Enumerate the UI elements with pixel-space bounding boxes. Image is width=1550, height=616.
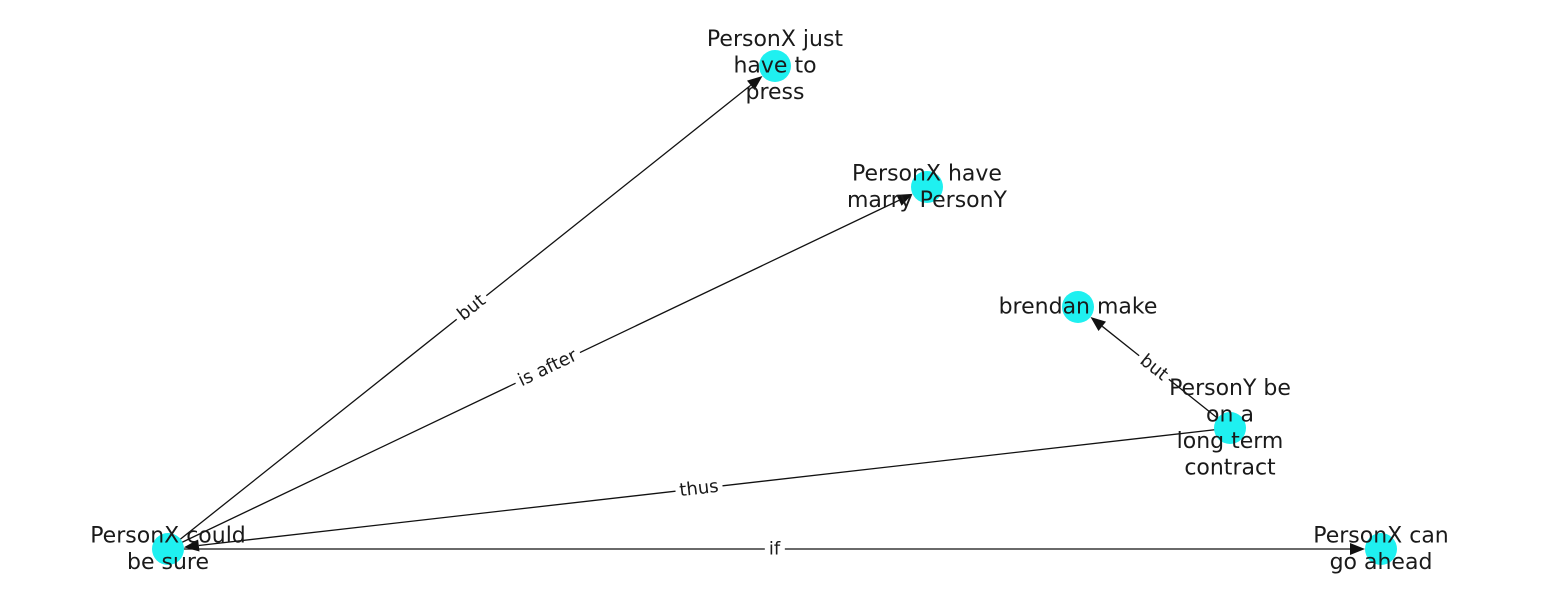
node-label-line: be sure (127, 550, 209, 575)
edge-label: thus (678, 476, 719, 501)
node-label-line: PersonX just (707, 27, 844, 52)
node-n_contract (1214, 412, 1246, 444)
node-label-line: long term (1177, 429, 1284, 454)
edge-label-background (674, 474, 724, 503)
node-label-line: contract (1184, 455, 1276, 480)
node-label: PersonX have marry PersonY (847, 161, 1008, 213)
node-label: PersonY be on a long term contract (1169, 376, 1291, 481)
node-label-line: go ahead (1330, 550, 1433, 575)
node-label-line: PersonX have (852, 161, 1002, 186)
edge-label-group: thus (674, 474, 724, 503)
arrowhead (1090, 317, 1106, 331)
edge-n_sure-to-n_press: but (167, 76, 763, 550)
arrowhead (747, 76, 763, 90)
edge-label-group: is after (510, 342, 585, 394)
edge-n_sure-to-n_ahead: if (168, 537, 1365, 561)
edge-label-background (1132, 346, 1176, 389)
edge-label-group: if (764, 537, 785, 561)
node-label: PersonX could be sure (90, 523, 246, 575)
edge-label-background (449, 286, 494, 329)
edge-label: is after (515, 345, 581, 391)
node-label-line: press (746, 80, 805, 105)
node-label-line: on a (1206, 402, 1254, 427)
edge-label-group: but (449, 286, 494, 329)
node-n_sure (152, 533, 184, 565)
node-label-line: PersonX can (1313, 523, 1449, 548)
nodes-layer (152, 50, 1397, 565)
node-n_ahead (1365, 533, 1397, 565)
node-n_marry (911, 171, 943, 203)
arrowhead (896, 193, 913, 206)
node-label-line: have to (733, 54, 816, 79)
edge-label-background (510, 342, 585, 394)
edge-n_contract-to-n_sure: thus (183, 427, 1231, 552)
edge-n_sure-to-n_marry: is after (167, 193, 913, 550)
node-label-line: PersonX could (90, 523, 246, 548)
node-label-line: PersonY be (1169, 376, 1291, 401)
node-label-line: marry PersonY (847, 188, 1008, 213)
node-label-line: brendan make (999, 295, 1158, 320)
node-label: PersonX can go ahead (1313, 523, 1449, 575)
edge-label-background (764, 537, 785, 561)
edge-label: if (769, 539, 781, 560)
node-n_press (759, 50, 791, 82)
node-labels-layer: PersonX could be sure PersonX just have to p… (90, 27, 1449, 575)
node-label: PersonX just have to press (707, 27, 844, 105)
arrowhead (1350, 543, 1365, 555)
node-n_brendan (1062, 291, 1094, 323)
node-label: brendan make (999, 295, 1158, 320)
